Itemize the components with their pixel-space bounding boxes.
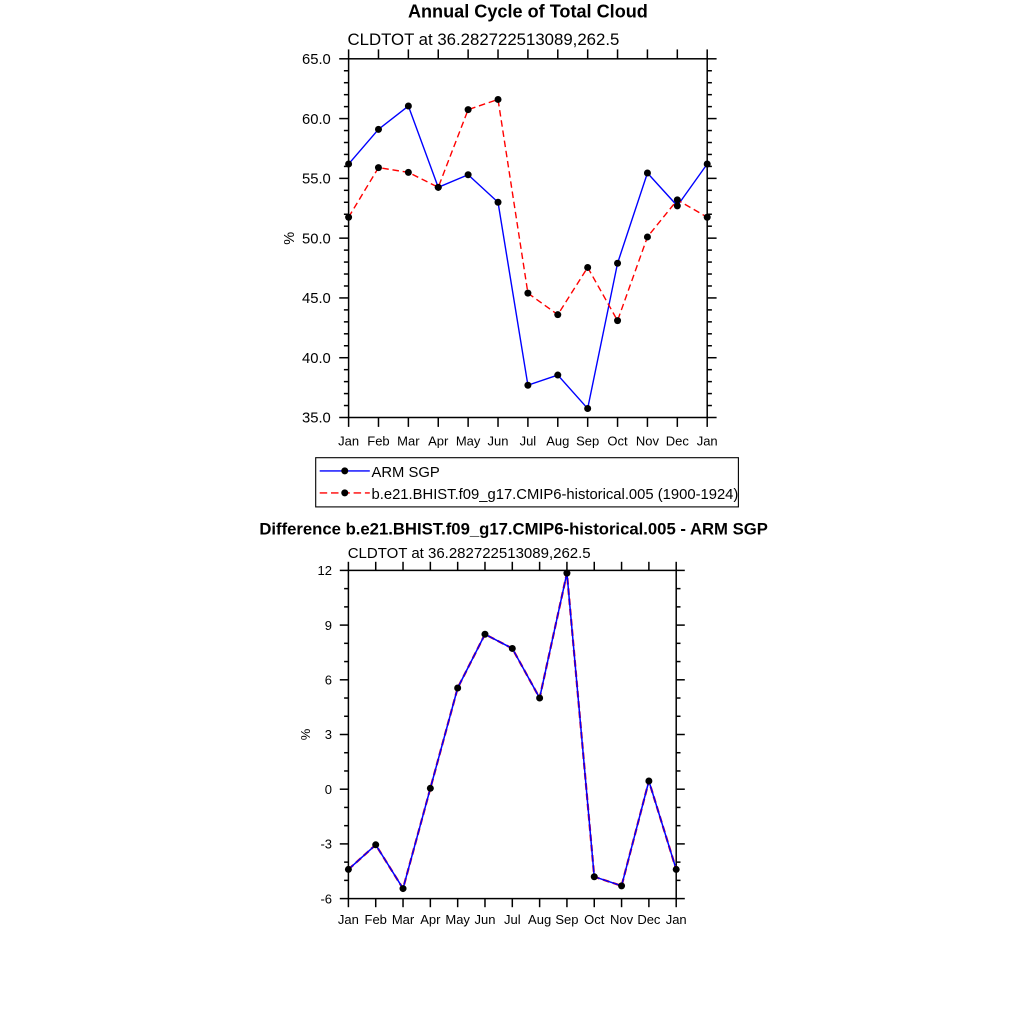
svg-text:12: 12 [318, 563, 332, 578]
svg-text:Aug: Aug [546, 433, 569, 448]
svg-text:Oct: Oct [584, 912, 605, 927]
svg-text:Apr: Apr [428, 433, 449, 448]
svg-text:b.e21.BHIST.f09_g17.CMIP6-hist: b.e21.BHIST.f09_g17.CMIP6-historical.005… [372, 487, 739, 503]
svg-text:CLDTOT at 36.282722513089,262.: CLDTOT at 36.282722513089,262.5 [348, 30, 620, 49]
svg-text:55.0: 55.0 [302, 172, 331, 188]
svg-text:Jan: Jan [666, 912, 687, 927]
svg-text:Sep: Sep [555, 912, 578, 927]
svg-text:0: 0 [325, 782, 332, 797]
svg-text:45.0: 45.0 [302, 291, 331, 307]
svg-text:50.0: 50.0 [302, 231, 331, 247]
svg-text:%: % [282, 232, 298, 245]
svg-text:ARM SGP: ARM SGP [372, 465, 440, 481]
svg-text:65.0: 65.0 [302, 52, 331, 68]
svg-text:Difference b.e21.BHIST.f09_g17: Difference b.e21.BHIST.f09_g17.CMIP6-his… [259, 519, 768, 538]
svg-text:Apr: Apr [420, 912, 441, 927]
svg-text:60.0: 60.0 [302, 112, 331, 128]
svg-text:35.0: 35.0 [302, 411, 331, 427]
svg-text:9: 9 [325, 618, 332, 633]
svg-text:40.0: 40.0 [302, 351, 331, 367]
svg-text:-6: -6 [320, 891, 332, 906]
svg-text:Annual Cycle of Total Cloud: Annual Cycle of Total Cloud [408, 1, 648, 21]
svg-text:Nov: Nov [610, 912, 634, 927]
svg-text:Jan: Jan [338, 912, 359, 927]
svg-text:Jan: Jan [338, 433, 359, 448]
svg-text:Feb: Feb [367, 433, 389, 448]
svg-text:May: May [456, 433, 481, 448]
svg-text:Jul: Jul [504, 912, 521, 927]
svg-text:Dec: Dec [666, 433, 690, 448]
svg-text:Mar: Mar [392, 912, 415, 927]
svg-text:Jul: Jul [520, 433, 537, 448]
svg-text:6: 6 [325, 673, 332, 688]
svg-text:Aug: Aug [528, 912, 551, 927]
svg-text:May: May [445, 912, 470, 927]
svg-text:Jun: Jun [474, 912, 495, 927]
svg-text:3: 3 [325, 727, 332, 742]
svg-text:Nov: Nov [636, 433, 660, 448]
svg-text:Mar: Mar [397, 433, 420, 448]
svg-text:-3: -3 [320, 837, 332, 852]
svg-text:Jun: Jun [488, 433, 509, 448]
svg-text:Jan: Jan [697, 433, 718, 448]
svg-text:Oct: Oct [607, 433, 628, 448]
svg-text:CLDTOT at 36.282722513089,262.: CLDTOT at 36.282722513089,262.5 [348, 545, 591, 562]
svg-text:Feb: Feb [365, 912, 387, 927]
svg-text:Sep: Sep [576, 433, 599, 448]
svg-text:%: % [298, 728, 313, 740]
svg-text:Dec: Dec [637, 912, 661, 927]
